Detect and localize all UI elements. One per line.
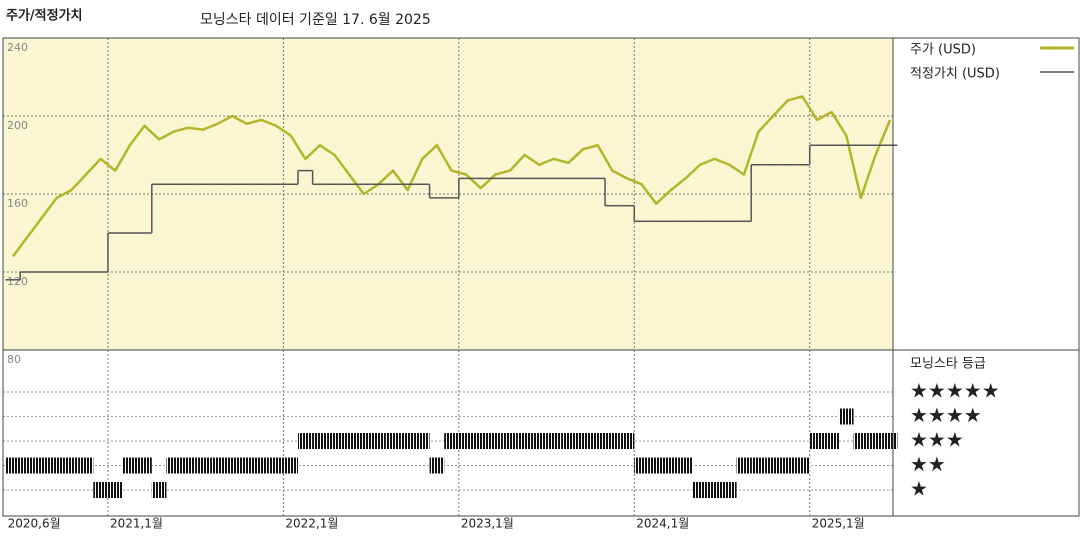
rating-bar [181, 457, 196, 474]
y-tick-label: 80 [7, 353, 21, 366]
rating-bar [385, 433, 401, 449]
rating-bar [414, 433, 430, 449]
rating-bar [678, 457, 693, 474]
rating-bar [765, 457, 781, 474]
rating-bar [590, 433, 606, 449]
rating-bar [356, 433, 372, 449]
price-line [11, 95, 892, 258]
x-tick-label: 2021,1월 [110, 517, 163, 531]
legend-title: 모닝스타 등급 [910, 357, 986, 372]
y-tick-label: 200 [7, 119, 28, 132]
frame [2, 37, 1080, 517]
rating-bar [107, 482, 123, 498]
rating-bar [531, 433, 547, 449]
rating-bar [882, 433, 898, 449]
chart-subtitle: 모닝스타 데이터 기준일 17. 6월 2025 [200, 12, 431, 28]
x-tick-label: 2020,6월 [8, 517, 61, 531]
rating-bar [312, 433, 328, 449]
y-tick-label: 240 [7, 41, 28, 54]
x-tick-label: 2025,1월 [812, 517, 865, 531]
rating-bar [20, 457, 35, 474]
rating-bar [283, 457, 298, 474]
rating-bar [458, 433, 474, 449]
rating-bar [692, 482, 708, 498]
rating-bar [371, 433, 386, 449]
rating-label: ★★★★ [910, 403, 982, 427]
rating-bar [809, 433, 825, 449]
rating-bar [122, 457, 138, 474]
rating-bar [634, 457, 649, 474]
rating-bar [605, 433, 620, 449]
rating-bar [195, 457, 211, 474]
rating-bar [429, 457, 445, 474]
rating-bar [151, 482, 167, 498]
rating-bar [210, 457, 225, 474]
x-tick-label: 2023,1월 [461, 517, 514, 531]
rating-bar [575, 433, 591, 449]
rating-bar [137, 457, 152, 474]
rating-bar [619, 433, 635, 449]
rating-bar [663, 457, 679, 474]
rating-bar [327, 433, 342, 449]
rating-bar [64, 457, 79, 474]
rating-bar [5, 457, 21, 474]
rating-bar [34, 457, 50, 474]
rating-bar [707, 482, 722, 498]
rating-bar [488, 433, 503, 449]
rating-bar [78, 457, 94, 474]
rating-bar [736, 457, 752, 474]
rating-bar [838, 408, 854, 425]
rating-bar [93, 482, 108, 498]
rating-bar [751, 457, 766, 474]
rating-bar [49, 457, 65, 474]
rating-bar [341, 433, 357, 449]
rating-bar [239, 457, 255, 474]
rating-bar [546, 433, 562, 449]
rating-bar [166, 457, 182, 474]
y-tick-label: 160 [7, 197, 28, 210]
rating-label: ★ [910, 477, 928, 501]
rating-bar [502, 433, 518, 449]
rating-bar [853, 433, 869, 449]
chart-title: 주가/적정가치 [6, 8, 83, 24]
rating-bar [298, 433, 313, 449]
rating-bar [648, 457, 664, 474]
rating-bar [224, 457, 240, 474]
rating-bar [254, 457, 269, 474]
legend-label: 주가 (USD) [910, 43, 976, 58]
rating-bar [473, 433, 489, 449]
x-tick-label: 2022,1월 [285, 517, 338, 531]
rating-bar [561, 433, 576, 449]
rating-label: ★★★★★ [910, 379, 1000, 403]
rating-label: ★★ [910, 452, 946, 476]
rating-bar [824, 433, 839, 449]
rating-bar [795, 457, 810, 474]
rating-bar [400, 433, 415, 449]
rating-label: ★★★ [910, 428, 964, 452]
legend-label: 적정가치 (USD) [910, 67, 1000, 82]
rating-bar [780, 457, 796, 474]
y-tick-label: 120 [7, 275, 28, 288]
rating-bar [444, 433, 459, 449]
x-tick-label: 2024,1월 [636, 517, 689, 531]
rating-bar [517, 433, 532, 449]
rating-bar [268, 457, 284, 474]
rating-bar [721, 482, 737, 498]
rating-bar [868, 433, 883, 449]
